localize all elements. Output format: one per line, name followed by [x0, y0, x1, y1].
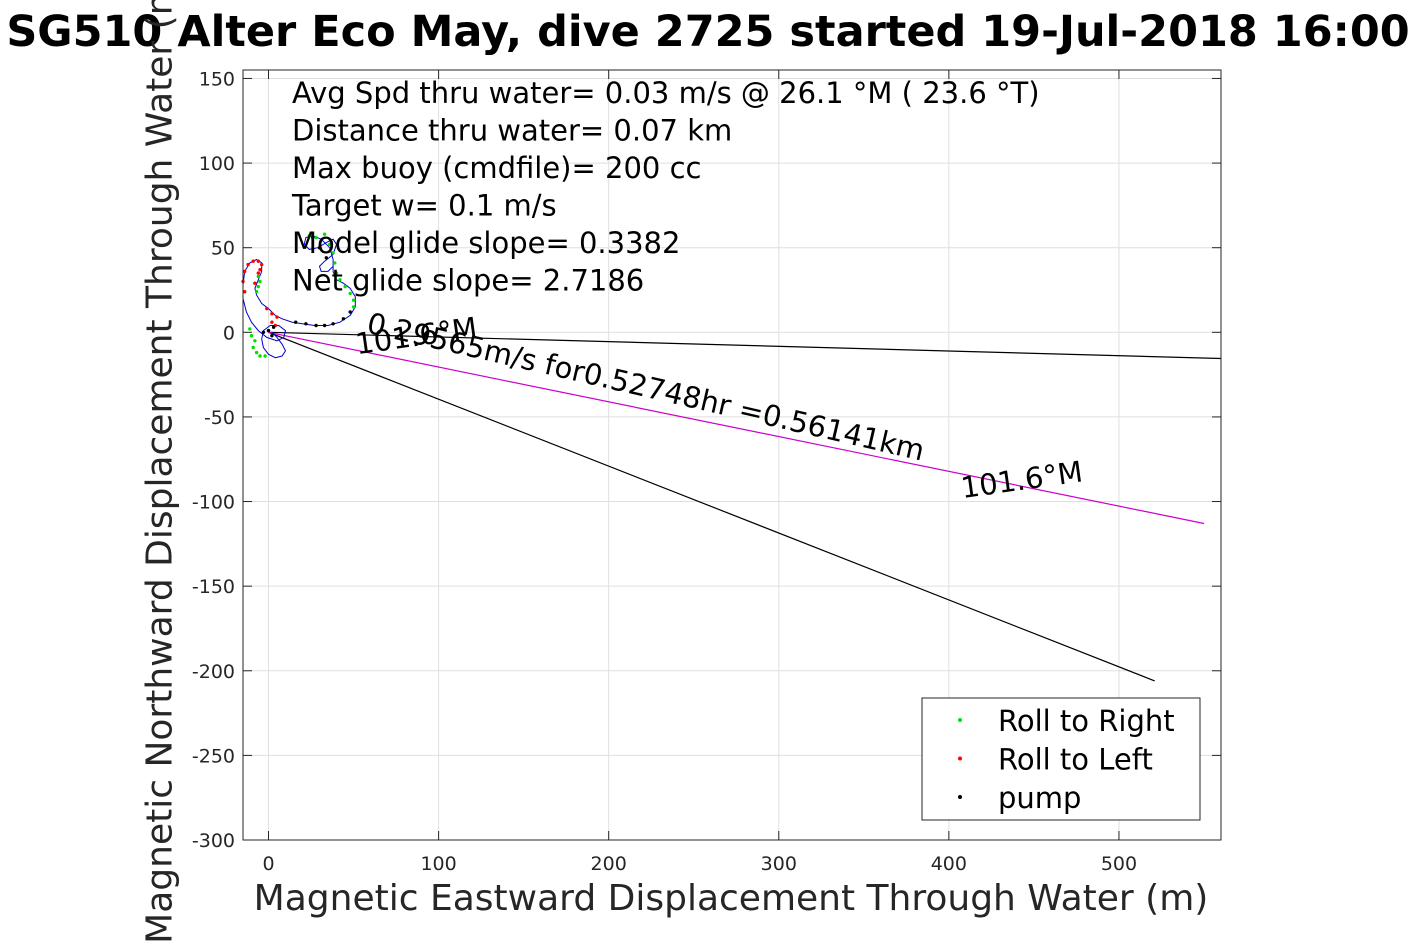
pump-point: [348, 310, 352, 314]
y-tick-label: -200: [192, 661, 235, 683]
y-tick-label: -250: [192, 745, 235, 767]
roll-left-point: [253, 281, 257, 285]
roll-right-point: [253, 339, 257, 343]
x-tick-label: 300: [761, 853, 797, 875]
pump-point: [341, 317, 346, 321]
roll-right-point: [254, 350, 259, 355]
pump-point: [331, 322, 335, 326]
info-text-line: Target w= 0.1 m/s: [291, 189, 557, 223]
x-tick-label: 100: [420, 853, 456, 875]
roll-right-point: [333, 261, 337, 265]
y-tick-label: -300: [192, 830, 235, 852]
pump-point: [266, 328, 271, 333]
roll-left-point: [243, 290, 247, 294]
x-axis-label: Magnetic Eastward Displacement Through W…: [253, 878, 1209, 919]
roll-left-point: [270, 320, 274, 324]
y-tick-label: 100: [199, 153, 235, 175]
pump-point: [270, 334, 274, 338]
info-text-line: Avg Spd thru water= 0.03 m/s @ 26.1 °M (…: [292, 76, 1040, 110]
roll-right-point: [256, 274, 260, 279]
roll-left-point: [251, 259, 255, 263]
roll-right-point: [328, 242, 332, 246]
roll-right-point: [251, 345, 255, 350]
roll-left-point: [270, 312, 274, 316]
legend-label: Roll to Right: [998, 704, 1175, 738]
info-text-line: Max buoy (cmdfile)= 200 cc: [292, 151, 701, 185]
pump-point: [261, 330, 266, 334]
roll-left-point: [260, 262, 264, 267]
roll-right-point: [314, 235, 318, 240]
x-tick-label: 0: [262, 853, 274, 875]
legend-box: [921, 697, 1201, 821]
x-tick-label: 500: [1101, 853, 1137, 875]
legend-label: Roll to Left: [998, 743, 1153, 777]
roll-right-point: [248, 327, 252, 331]
roll-right-point: [348, 291, 352, 296]
roll-right-point: [256, 284, 260, 289]
dive-track-line: [242, 235, 356, 359]
roll-right-point: [343, 284, 347, 289]
y-tick-label: -50: [204, 407, 235, 429]
y-tick-label: 50: [211, 238, 235, 260]
y-axis-label: Magnetic Northward Displacement Through …: [139, 0, 181, 944]
roll-right-point: [258, 279, 262, 284]
reference-line: [268, 331, 1222, 360]
chart-title: SG510 Alter Eco May, dive 2725 started 1…: [6, 7, 1410, 57]
y-tick-label: 0: [223, 322, 235, 344]
roll-right-point: [338, 278, 342, 282]
info-text-line: Distance thru water= 0.07 km: [292, 114, 732, 148]
pump-point: [322, 323, 327, 328]
roll-right-point: [331, 251, 335, 255]
x-tick-label: 200: [591, 853, 627, 875]
pump-point: [304, 322, 308, 326]
roll-right-point: [254, 290, 259, 294]
pump-point: [314, 323, 318, 328]
pump-point: [294, 320, 298, 324]
roll-right-point: [351, 298, 356, 302]
pump-point: [324, 256, 328, 260]
reference-line: [268, 331, 1155, 682]
roll-left-point: [275, 315, 279, 319]
roll-right-point: [334, 271, 339, 275]
roll-left-point: [256, 271, 260, 275]
pump-point: [317, 246, 322, 250]
y-tick-label: 150: [199, 68, 235, 90]
y-tick-label: -100: [192, 492, 235, 514]
roll-right-point: [263, 354, 267, 358]
roll-left-point: [256, 259, 260, 263]
x-tick-label: 400: [931, 853, 967, 875]
legend-marker: [958, 795, 962, 799]
roll-right-point: [258, 354, 262, 358]
pump-point: [271, 325, 276, 329]
roll-right-point: [249, 334, 254, 338]
pump-point: [311, 235, 315, 240]
y-tick-label: -150: [192, 576, 235, 598]
legend-label: pump: [998, 781, 1081, 815]
roll-right-point: [351, 305, 356, 309]
reference-line: [268, 331, 1205, 525]
roll-right-point: [322, 232, 327, 236]
legend-marker: [958, 756, 962, 761]
roll-right-point: [307, 234, 311, 238]
info-text-line: Model glide slope= 0.3382: [292, 226, 680, 260]
roll-left-point: [265, 306, 269, 311]
roll-left-point: [246, 262, 250, 267]
roll-left-point: [243, 269, 247, 274]
axes-frame: [242, 69, 1222, 841]
roll-left-point: [258, 268, 262, 272]
info-text-line: Net glide slope= 2.7186: [292, 264, 644, 298]
legend-marker: [958, 718, 962, 722]
